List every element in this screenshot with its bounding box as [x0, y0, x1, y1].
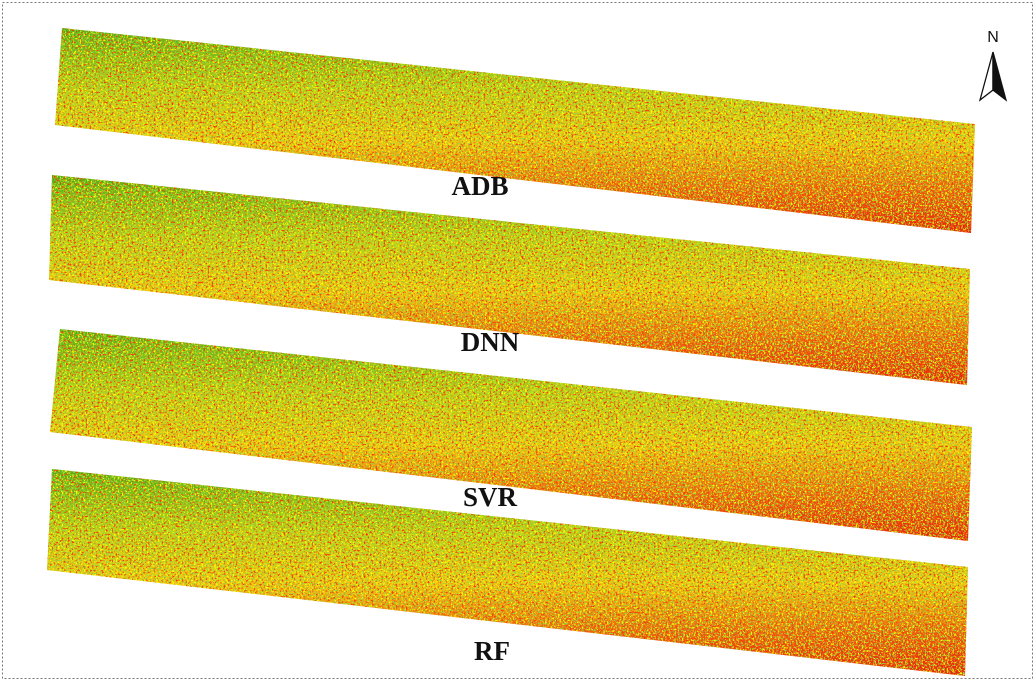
panel-label: ADB [451, 171, 508, 201]
strips [47, 28, 975, 676]
strip-texture [47, 469, 968, 676]
strip [49, 175, 970, 385]
panel-label: SVR [463, 482, 518, 512]
strip-texture [55, 28, 975, 233]
strip [50, 329, 972, 541]
north-label: N [987, 29, 999, 46]
strip [55, 28, 975, 233]
north-arrow: N [978, 29, 1008, 102]
strip-texture [50, 329, 972, 541]
panel-label: RF [474, 636, 510, 666]
panel-label: DNN [461, 327, 520, 357]
strip-texture [49, 175, 970, 385]
arrow-left [978, 51, 994, 102]
strip [47, 469, 968, 676]
arrow-right [992, 51, 1008, 102]
